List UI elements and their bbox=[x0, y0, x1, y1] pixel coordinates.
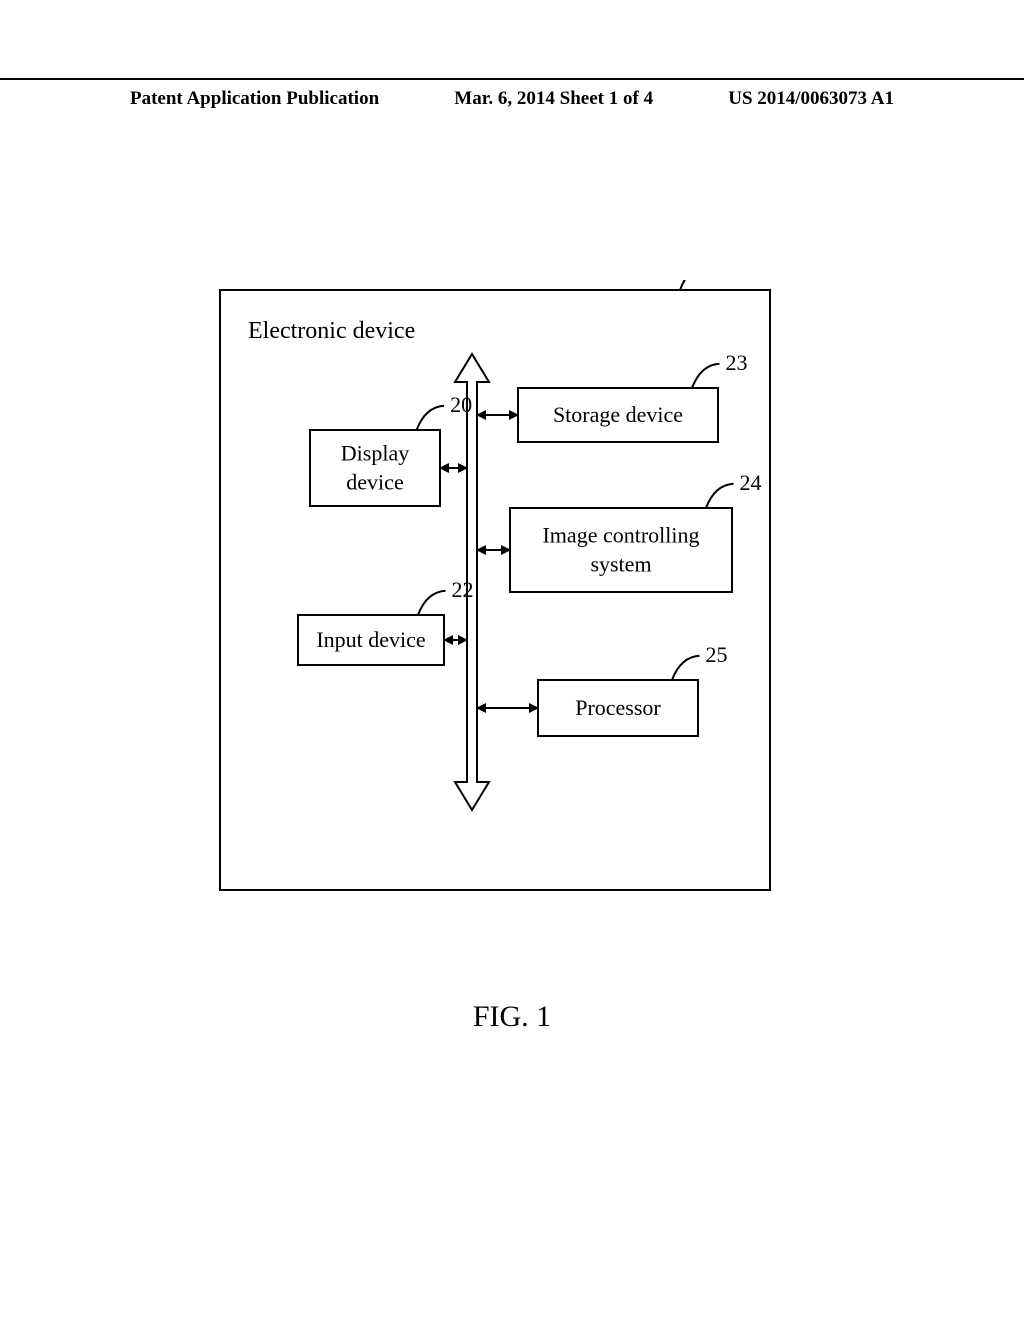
container-title: Electronic device bbox=[248, 318, 415, 344]
input-device-label: Input device bbox=[316, 627, 425, 652]
image-controlling-system-box bbox=[510, 508, 732, 592]
image-controlling-system-label: system bbox=[590, 551, 651, 576]
image-controlling-system-ref: 24 bbox=[740, 470, 762, 495]
page-header: Patent Application Publication Mar. 6, 2… bbox=[0, 78, 1024, 120]
display-device-label: Display bbox=[341, 441, 409, 466]
storage-device-label: Storage device bbox=[553, 402, 683, 427]
processor-ref: 25 bbox=[706, 642, 728, 667]
display-device-ref: 20 bbox=[450, 392, 472, 417]
display-device-label: device bbox=[346, 469, 403, 494]
figure-1: Electronic device2Displaydevice20Input d… bbox=[210, 280, 810, 930]
input-device-ref: 22 bbox=[452, 577, 474, 602]
storage-device-ref: 23 bbox=[726, 350, 748, 375]
processor-label: Processor bbox=[575, 695, 661, 720]
figure-caption: FIG. 1 bbox=[0, 1000, 1024, 1034]
header-right: US 2014/0063073 A1 bbox=[728, 88, 894, 110]
header-left: Patent Application Publication bbox=[130, 88, 379, 110]
header-center: Mar. 6, 2014 Sheet 1 of 4 bbox=[454, 88, 653, 110]
image-controlling-system-label: Image controlling bbox=[542, 523, 699, 548]
